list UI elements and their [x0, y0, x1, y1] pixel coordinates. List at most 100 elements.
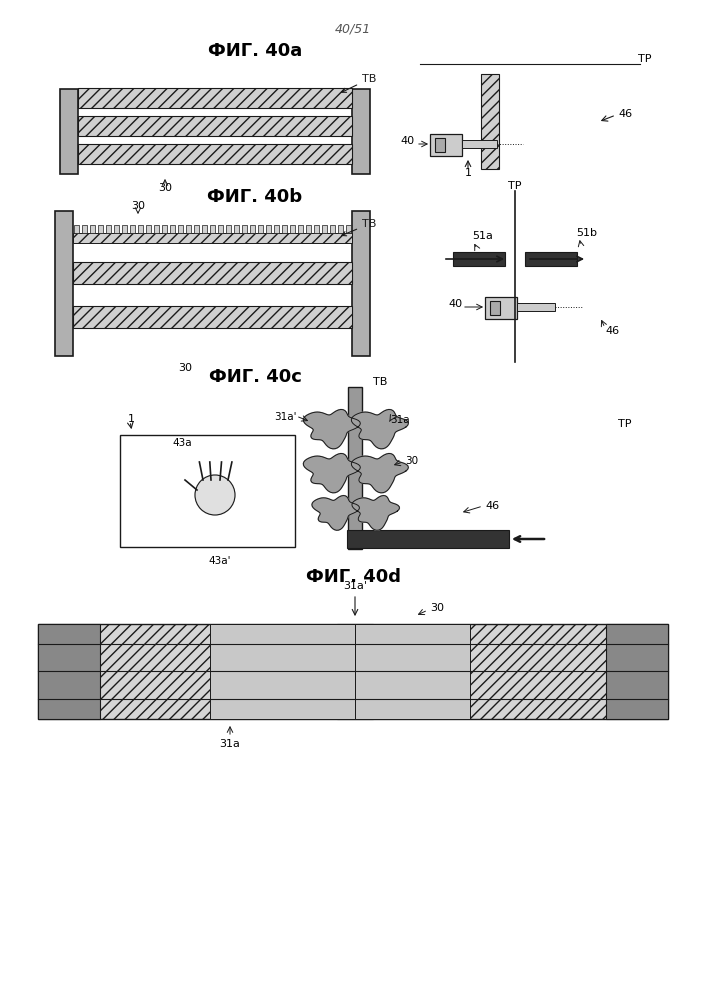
Text: 30: 30	[131, 201, 145, 211]
Polygon shape	[352, 410, 408, 449]
Bar	[430, 134, 462, 156]
Bar	[210, 225, 215, 233]
Bar	[120, 435, 295, 547]
Bar	[194, 225, 199, 233]
Bar	[490, 301, 500, 315]
Bar	[298, 225, 303, 233]
Bar	[90, 225, 95, 233]
Text: TP: TP	[508, 181, 522, 191]
Bar	[73, 306, 352, 328]
Circle shape	[195, 475, 235, 515]
Bar	[352, 89, 370, 174]
Bar	[346, 225, 351, 233]
Bar	[82, 225, 87, 233]
Bar	[337, 624, 373, 719]
Text: 1: 1	[465, 168, 472, 178]
Bar	[348, 387, 362, 549]
Bar	[73, 233, 352, 243]
Bar	[242, 225, 247, 233]
Text: 40: 40	[401, 136, 415, 146]
Bar	[266, 225, 271, 233]
Text: 31a: 31a	[390, 415, 409, 425]
Bar	[146, 225, 151, 233]
Bar	[517, 303, 555, 311]
Text: ФИГ. 40a: ФИГ. 40a	[208, 42, 302, 60]
Bar	[74, 225, 79, 233]
Bar	[435, 138, 445, 152]
Bar	[314, 225, 319, 233]
Bar	[98, 225, 103, 233]
Text: 1: 1	[128, 414, 135, 424]
Text: ФИГ. 40b: ФИГ. 40b	[208, 188, 303, 206]
Text: ФИГ. 40d: ФИГ. 40d	[306, 568, 400, 586]
Bar	[347, 530, 509, 548]
Bar	[462, 140, 497, 148]
Text: 31a': 31a'	[343, 581, 367, 591]
Bar	[250, 225, 255, 233]
Bar	[330, 225, 335, 233]
Bar	[122, 225, 127, 233]
Bar	[453, 252, 505, 266]
Bar	[210, 624, 355, 719]
Bar	[38, 624, 668, 719]
Polygon shape	[352, 496, 400, 530]
Text: TB: TB	[373, 377, 388, 387]
Text: 46: 46	[605, 326, 619, 336]
Bar	[78, 116, 352, 136]
Text: TP: TP	[638, 54, 652, 64]
Text: 51a: 51a	[472, 231, 493, 241]
Bar	[154, 225, 159, 233]
Bar	[290, 225, 295, 233]
Bar	[355, 624, 470, 719]
Bar	[322, 225, 327, 233]
Text: TP: TP	[618, 419, 631, 429]
Bar	[258, 225, 263, 233]
Bar	[338, 225, 343, 233]
Text: 43a': 43a'	[209, 556, 232, 566]
Polygon shape	[304, 410, 360, 449]
Bar	[55, 211, 73, 356]
Bar	[481, 74, 499, 169]
Text: TB: TB	[342, 74, 376, 92]
Polygon shape	[304, 454, 360, 493]
Bar	[73, 262, 352, 284]
Bar	[274, 225, 279, 233]
Bar	[130, 225, 135, 233]
Text: 46: 46	[618, 109, 632, 119]
Text: ФИГ. 40c: ФИГ. 40c	[208, 368, 301, 386]
Bar	[78, 88, 352, 108]
Bar	[352, 211, 370, 356]
Text: 40: 40	[449, 299, 463, 309]
Bar	[38, 624, 100, 719]
Text: 30: 30	[178, 363, 192, 373]
Bar	[162, 225, 167, 233]
Bar	[202, 225, 207, 233]
Text: 31a: 31a	[220, 739, 241, 749]
Bar	[178, 225, 183, 233]
Text: 51b: 51b	[577, 228, 597, 238]
Bar	[485, 297, 517, 319]
Bar	[306, 225, 311, 233]
Text: 46: 46	[485, 501, 499, 511]
Text: 43a: 43a	[172, 438, 192, 448]
Polygon shape	[352, 454, 408, 493]
Bar	[170, 225, 175, 233]
Bar	[60, 89, 78, 174]
Text: 30: 30	[158, 183, 172, 193]
Bar	[218, 225, 223, 233]
Text: 31a': 31a'	[275, 412, 297, 422]
Bar	[186, 225, 191, 233]
Bar	[226, 225, 231, 233]
Bar	[525, 252, 577, 266]
Bar	[106, 225, 111, 233]
Bar	[282, 225, 287, 233]
Bar	[114, 225, 119, 233]
Text: 30: 30	[405, 456, 418, 466]
Text: TB: TB	[342, 219, 376, 236]
Bar	[606, 624, 668, 719]
Bar	[78, 144, 352, 164]
Bar	[234, 225, 239, 233]
Polygon shape	[312, 496, 359, 530]
Text: 40/51: 40/51	[335, 23, 371, 36]
Bar	[138, 225, 143, 233]
